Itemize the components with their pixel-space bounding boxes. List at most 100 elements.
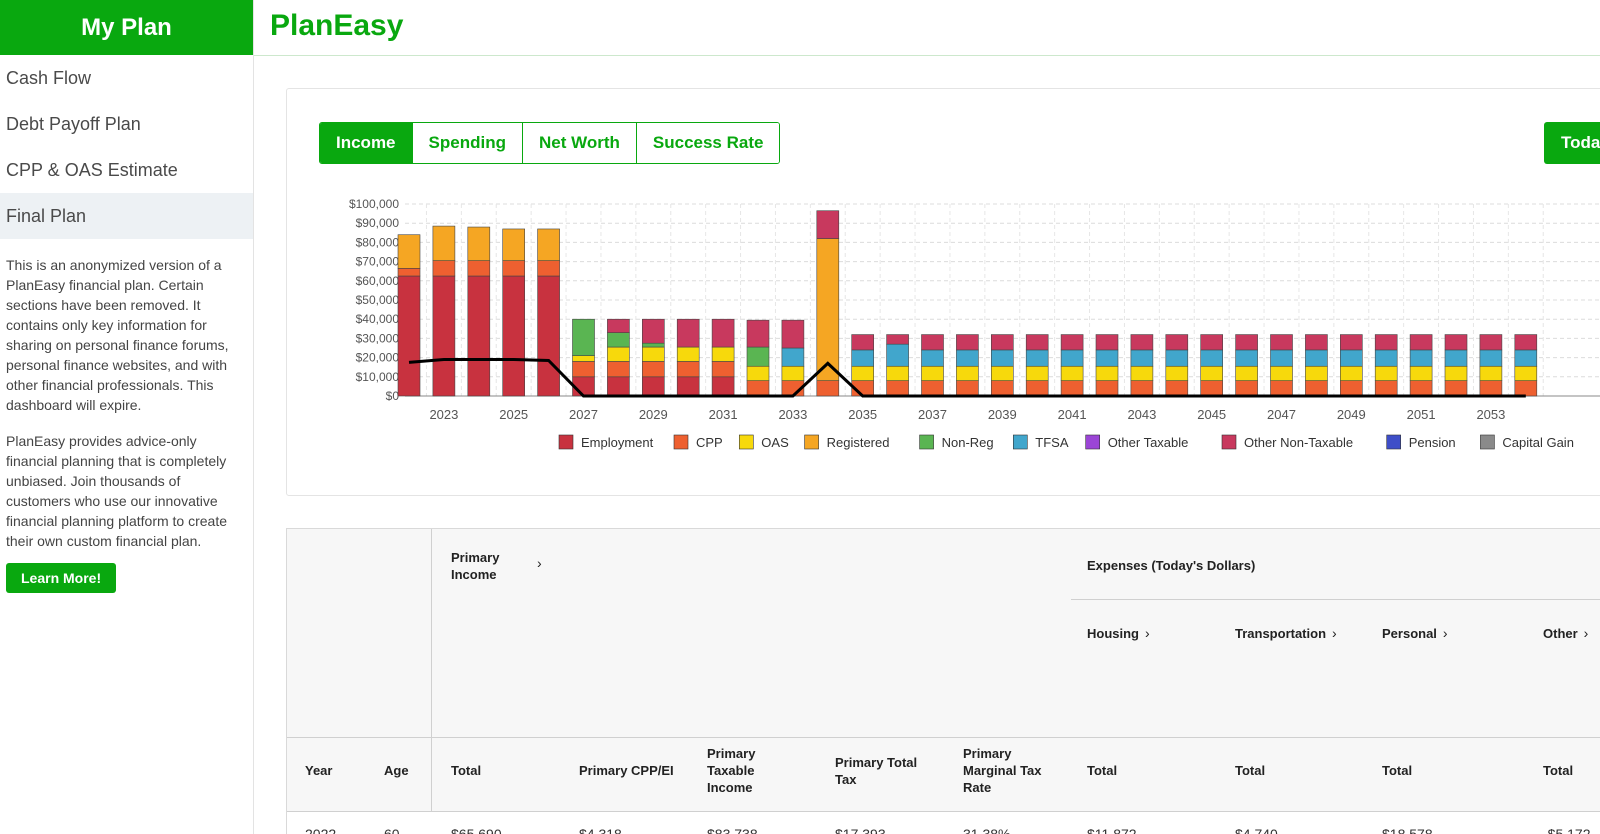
column-header-income-total[interactable]: Total xyxy=(451,763,482,778)
learn-more-button[interactable]: Learn More! xyxy=(6,563,117,593)
bar-segment xyxy=(851,349,875,367)
sidebar-item-debt-payoff-plan[interactable]: Debt Payoff Plan xyxy=(6,113,141,134)
bar-segment xyxy=(1374,380,1398,397)
bar-segment xyxy=(467,260,491,277)
legend-label: OAS xyxy=(761,435,789,450)
column-header-other-total[interactable]: Total xyxy=(1543,763,1574,778)
tab-success-rate[interactable]: Success Rate xyxy=(635,123,780,163)
bar-segment xyxy=(1060,380,1084,397)
column-header-primary-marginal-tax-rate[interactable]: Primary Marginal Tax Rate xyxy=(963,746,1042,795)
y-tick-label: $20,000 xyxy=(356,351,400,365)
bar-segment xyxy=(607,332,630,348)
bar-segment xyxy=(1200,365,1224,381)
tab-spending[interactable]: Spending xyxy=(411,123,522,163)
legend-label: Other Non-Taxable xyxy=(1244,435,1353,450)
column-header-year[interactable]: Year xyxy=(305,763,333,778)
column-header-transportation-total[interactable]: Total xyxy=(1235,763,1266,778)
table-cell-primary-taxable-income: $83,738 xyxy=(707,826,758,834)
bar-segment xyxy=(572,318,595,356)
chevron-right-icon: › xyxy=(1442,625,1448,641)
expense-group-housing[interactable]: Housing › xyxy=(1087,625,1150,641)
table-cell-primary-cpp-ei: $4,318 xyxy=(579,826,622,834)
tax-line xyxy=(408,358,1526,398)
bar-segment xyxy=(956,349,979,367)
bar-segment xyxy=(537,260,560,277)
bar-segment xyxy=(851,365,875,381)
x-tick-label: 2049 xyxy=(1337,407,1366,422)
column-header-housing-total[interactable]: Total xyxy=(1087,763,1118,778)
column-header-personal-total[interactable]: Total xyxy=(1382,763,1413,778)
cashflow-table: Primary Income › Expenses (Today's Dolla… xyxy=(286,528,1600,834)
today-dollars-button[interactable]: Today xyxy=(1544,122,1600,164)
table-cell-age: 60 xyxy=(384,826,400,834)
bar-segment xyxy=(1514,365,1538,381)
bar-segment xyxy=(746,365,770,381)
bar-segment xyxy=(711,318,735,348)
bar-segment xyxy=(641,361,665,378)
bar-segment xyxy=(816,210,840,239)
column-header-primary-total-tax[interactable]: Primary Total Tax xyxy=(835,755,918,787)
chevron-right-icon[interactable]: › xyxy=(537,555,542,571)
legend-label: Employment xyxy=(581,435,654,450)
bar-segment xyxy=(1095,380,1119,397)
sidebar-item-cpp-oas-estimate[interactable]: CPP & OAS Estimate xyxy=(6,159,178,180)
column-header-age[interactable]: Age xyxy=(384,763,409,778)
legend-swatch xyxy=(673,434,689,450)
bar-segment xyxy=(781,319,805,349)
bar-segment xyxy=(746,346,770,367)
bar-segment xyxy=(537,275,560,397)
sidebar-item-final-plan[interactable]: Final Plan xyxy=(0,193,253,239)
column-header-primary-cpp-ei[interactable]: Primary CPP/EI xyxy=(579,763,674,778)
sidebar-paragraph-anonymized: This is an anonymized version of a PlanE… xyxy=(6,257,229,413)
bar-segment xyxy=(502,228,525,261)
x-tick-label: 2053 xyxy=(1476,407,1505,422)
bar-segment xyxy=(1270,380,1293,397)
legend-label: Non-Reg xyxy=(942,435,994,450)
bar-segment xyxy=(1444,380,1468,397)
bar-segment xyxy=(1409,349,1433,367)
bar-segment xyxy=(607,318,630,333)
x-tick-label: 2035 xyxy=(848,407,877,422)
x-tick-label: 2029 xyxy=(639,407,668,422)
sidebar-item-cash-flow[interactable]: Cash Flow xyxy=(6,67,92,88)
bar-segment xyxy=(746,319,770,348)
expense-group-other[interactable]: Other › xyxy=(1543,625,1589,641)
bar-segment xyxy=(502,260,525,277)
bar-segment xyxy=(1305,334,1328,351)
bar-segment xyxy=(397,275,421,397)
x-tick-label: 2027 xyxy=(569,407,598,422)
bar-segment xyxy=(990,380,1014,397)
bar-segment xyxy=(537,228,560,261)
bar-segment xyxy=(886,343,909,367)
table-cell-primary-marginal-tax-rate: 31.38% xyxy=(963,826,1011,834)
bar-segment xyxy=(1200,334,1224,351)
bar-segment xyxy=(1130,380,1154,397)
x-tick-label: 2025 xyxy=(499,407,528,422)
bar-segment xyxy=(1305,380,1328,397)
column-header-primary-taxable-income[interactable]: Primary Taxable Income xyxy=(707,746,756,795)
tab-income[interactable]: Income xyxy=(320,123,412,163)
primary-income-header[interactable]: Primary Income xyxy=(451,549,511,583)
bar-segment xyxy=(1444,334,1468,351)
legend-swatch xyxy=(738,434,754,450)
bar-segment xyxy=(990,334,1014,351)
legend-swatch xyxy=(558,434,574,450)
tab-net-worth[interactable]: Net Worth xyxy=(521,123,636,163)
legend-swatch xyxy=(1480,434,1495,450)
bar-segment xyxy=(1025,349,1049,367)
table-cell-primary-total-tax: $17,393 xyxy=(835,826,886,834)
bar-segment xyxy=(781,347,805,367)
bar-segment xyxy=(432,275,456,397)
expense-group-transportation[interactable]: Transportation › xyxy=(1235,625,1337,641)
bar-segment xyxy=(641,376,665,397)
top-header: PlanEasy xyxy=(254,0,1600,56)
bar-segment xyxy=(1095,349,1119,367)
brand-logo: PlanEasy xyxy=(270,9,404,42)
bar-segment xyxy=(1409,365,1433,381)
bar-segment xyxy=(1514,349,1538,367)
bar-segment xyxy=(607,346,630,362)
expense-group-personal[interactable]: Personal › xyxy=(1382,625,1448,641)
chevron-right-icon: › xyxy=(1583,625,1589,641)
y-tick-label: $70,000 xyxy=(356,255,400,269)
legend-swatch xyxy=(804,434,819,450)
